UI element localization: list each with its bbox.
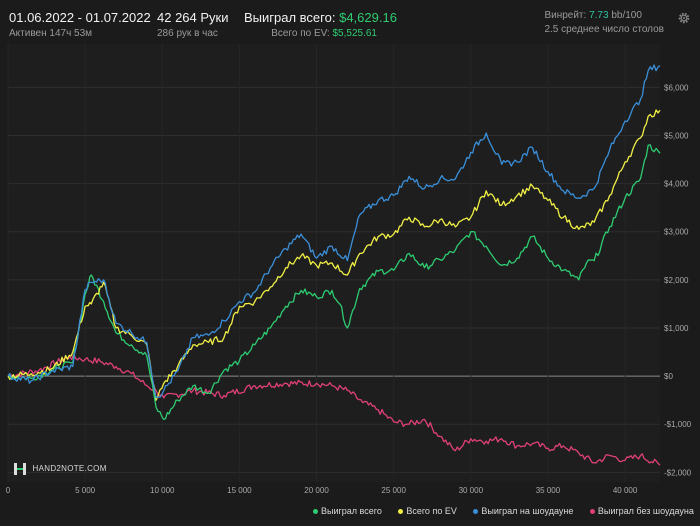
series-line-0	[7, 144, 661, 421]
legend-label-nonshowdown: Выиграл без шоудауна	[597, 506, 694, 516]
legend: Выиграл всего Всего по EV Выиграл на шоу…	[313, 506, 700, 516]
x-tick-label: 35 000	[536, 486, 561, 495]
ev-value: $5,525.61	[332, 28, 378, 39]
hands-per-hour: 286 рук в час	[157, 28, 218, 39]
y-tick-label: -$2,000	[664, 468, 692, 477]
hands-block: 42 264 Руки 286 рук в час	[157, 10, 229, 39]
legend-item-nonshowdown[interactable]: Выиграл без шоудауна	[589, 506, 694, 516]
date-range: 01.06.2022 - 01.07.2022	[9, 10, 151, 25]
winrate-value: 7.73	[589, 10, 609, 21]
x-tick-label: 10 000	[150, 486, 175, 495]
x-tick-label: 15 000	[227, 486, 252, 495]
hands-count: 42 264 Руки	[157, 10, 229, 25]
plot-area	[8, 44, 660, 482]
x-tick-label: 40 000	[613, 486, 638, 495]
y-tick-label: $2,000	[664, 276, 689, 285]
legend-label-ev: Всего по EV	[406, 506, 457, 516]
legend-item-won[interactable]: Выиграл всего	[313, 506, 382, 516]
logo: HAND2NOTE.COM	[14, 463, 107, 475]
winrate-suffix: bb/100	[611, 10, 642, 21]
legend-label-won: Выиграл всего	[321, 506, 382, 516]
x-tick-label: 5 000	[75, 486, 96, 495]
y-tick-label: -$1,000	[664, 420, 692, 429]
series-line-2	[7, 64, 661, 399]
series-line-3	[7, 353, 661, 466]
gear-icon[interactable]	[677, 11, 691, 25]
y-tick-label: $3,000	[664, 228, 689, 237]
x-tick-label: 25 000	[381, 486, 406, 495]
logo-icon	[14, 463, 26, 475]
logo-text: HAND2NOTE.COM	[32, 464, 107, 474]
avg-tables: 2.5 среднее число столов	[544, 24, 664, 35]
ev-label: Всего по EV:	[271, 28, 330, 39]
legend-item-showdown[interactable]: Выиграл на шоудауне	[473, 506, 573, 516]
y-tick-label: $6,000	[664, 83, 689, 92]
winnings-block: Выиграл всего: $4,629.16 Всего по EV: $5…	[244, 10, 397, 39]
won-label: Выиграл всего:	[244, 10, 336, 25]
y-tick-label: $0	[664, 372, 673, 381]
legend-item-ev[interactable]: Всего по EV	[398, 506, 457, 516]
active-time: Активен 147ч 53м	[9, 28, 93, 39]
y-tick-label: $5,000	[664, 131, 689, 140]
x-tick-label: 0	[6, 486, 11, 495]
legend-label-showdown: Выиграл на шоудауне	[481, 506, 574, 516]
x-tick-label: 20 000	[304, 486, 329, 495]
period-block: 01.06.2022 - 01.07.2022 Активен 147ч 53м	[9, 10, 151, 39]
y-tick-label: $1,000	[664, 324, 689, 333]
won-value: $4,629.16	[339, 10, 397, 25]
winrate-block: Винрейт: 7.73 bb/100 2.5 среднее число с…	[544, 10, 664, 35]
winrate-label: Винрейт:	[544, 10, 587, 21]
x-tick-label: 30 000	[459, 486, 484, 495]
y-tick-label: $4,000	[664, 180, 689, 189]
